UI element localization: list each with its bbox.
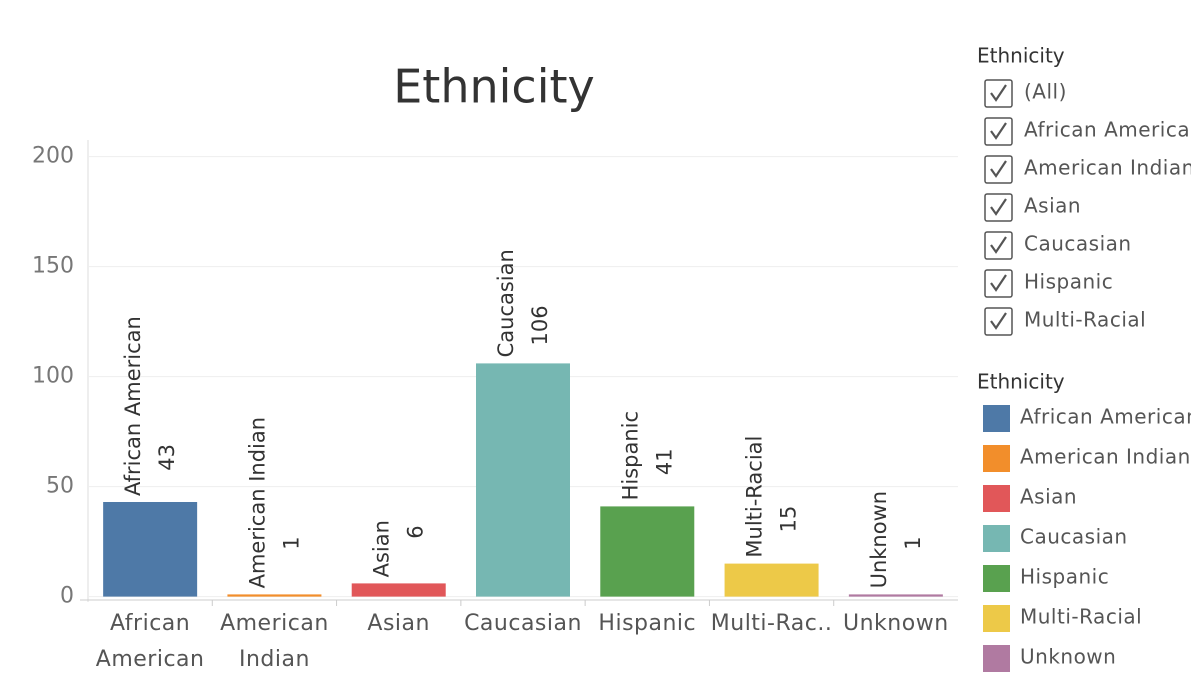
filter-checkbox[interactable] (984, 79, 1013, 108)
legend-swatch (983, 565, 1010, 592)
data-label-name: American Indian (245, 417, 269, 588)
y-tick-label: 150 (32, 254, 74, 279)
data-label-value: 1 (901, 536, 925, 549)
bar (103, 502, 198, 597)
y-tick-label: 100 (32, 364, 74, 389)
data-label-value: 15 (777, 506, 801, 533)
bar (476, 363, 570, 597)
legend-label: Asian (1020, 485, 1077, 509)
legend-label: Hispanic (1020, 565, 1109, 589)
data-label-value: 41 (652, 448, 676, 475)
data-label-name: Caucasian (494, 249, 518, 357)
bar (227, 594, 322, 597)
legend-label: American Indian (1020, 445, 1191, 469)
filter-item[interactable]: African American (1024, 118, 1191, 142)
legend-label: Multi-Racial (1020, 605, 1142, 629)
legend-label: African American (1020, 405, 1191, 429)
legend-swatch (983, 485, 1010, 512)
check-mark (990, 236, 1007, 254)
y-tick-label: 50 (46, 474, 74, 499)
legend-swatch (983, 645, 1010, 672)
filter-item[interactable]: Multi-Racial (1024, 308, 1146, 332)
data-label-value: 1 (279, 536, 303, 549)
y-tick-label: 0 (60, 584, 74, 609)
check-mark (990, 312, 1007, 330)
filter-checkbox[interactable] (984, 117, 1013, 146)
x-tick-label: American Indian (220, 611, 329, 672)
data-label-value: 106 (528, 305, 552, 345)
filter-checkbox[interactable] (984, 307, 1013, 336)
filter-item[interactable]: American Indian (1024, 156, 1191, 180)
bar (848, 594, 943, 597)
legend-label: Caucasian (1020, 525, 1128, 549)
data-label-name: Hispanic (618, 411, 642, 500)
filter-checkbox[interactable] (984, 231, 1013, 260)
filter-checkbox[interactable] (984, 193, 1013, 222)
legend-label: Unknown (1020, 645, 1116, 669)
check-mark (990, 160, 1007, 178)
filter-title: Ethnicity (977, 44, 1065, 68)
x-tick-label: Caucasian (464, 611, 582, 636)
x-tick-label: Multi-Rac.. (710, 611, 833, 636)
filter-item[interactable]: Caucasian (1024, 232, 1132, 256)
data-label-name: Unknown (867, 491, 891, 588)
y-tick-label: 200 (32, 144, 74, 169)
filter-checkbox[interactable] (984, 155, 1013, 184)
x-tick-label: Hispanic (598, 611, 697, 636)
filter-item[interactable]: Asian (1024, 194, 1081, 218)
legend-swatch (983, 445, 1010, 472)
x-tick-label: Asian (367, 611, 430, 636)
legend-swatch (983, 525, 1010, 552)
check-mark (990, 198, 1007, 216)
filter-item[interactable]: (All) (1024, 80, 1067, 104)
bar (724, 563, 819, 597)
check-mark (990, 274, 1007, 292)
legend-swatch (983, 605, 1010, 632)
legend-swatch (983, 405, 1010, 432)
data-label-name: Multi-Racial (743, 436, 767, 558)
data-label-name: African American (121, 316, 145, 496)
x-tick-label: African American (95, 611, 205, 672)
data-label-name: Asian (370, 520, 394, 577)
data-label-value: 43 (155, 444, 179, 471)
bar (600, 506, 695, 597)
data-label-value: 6 (404, 525, 428, 538)
check-mark (990, 122, 1007, 140)
bar (351, 583, 446, 597)
x-tick-label: Unknown (843, 611, 949, 636)
check-mark (990, 84, 1007, 102)
filter-item[interactable]: Hispanic (1024, 270, 1113, 294)
chart-title: Ethnicity (393, 60, 595, 114)
legend-title: Ethnicity (977, 370, 1065, 394)
filter-checkbox[interactable] (984, 269, 1013, 298)
